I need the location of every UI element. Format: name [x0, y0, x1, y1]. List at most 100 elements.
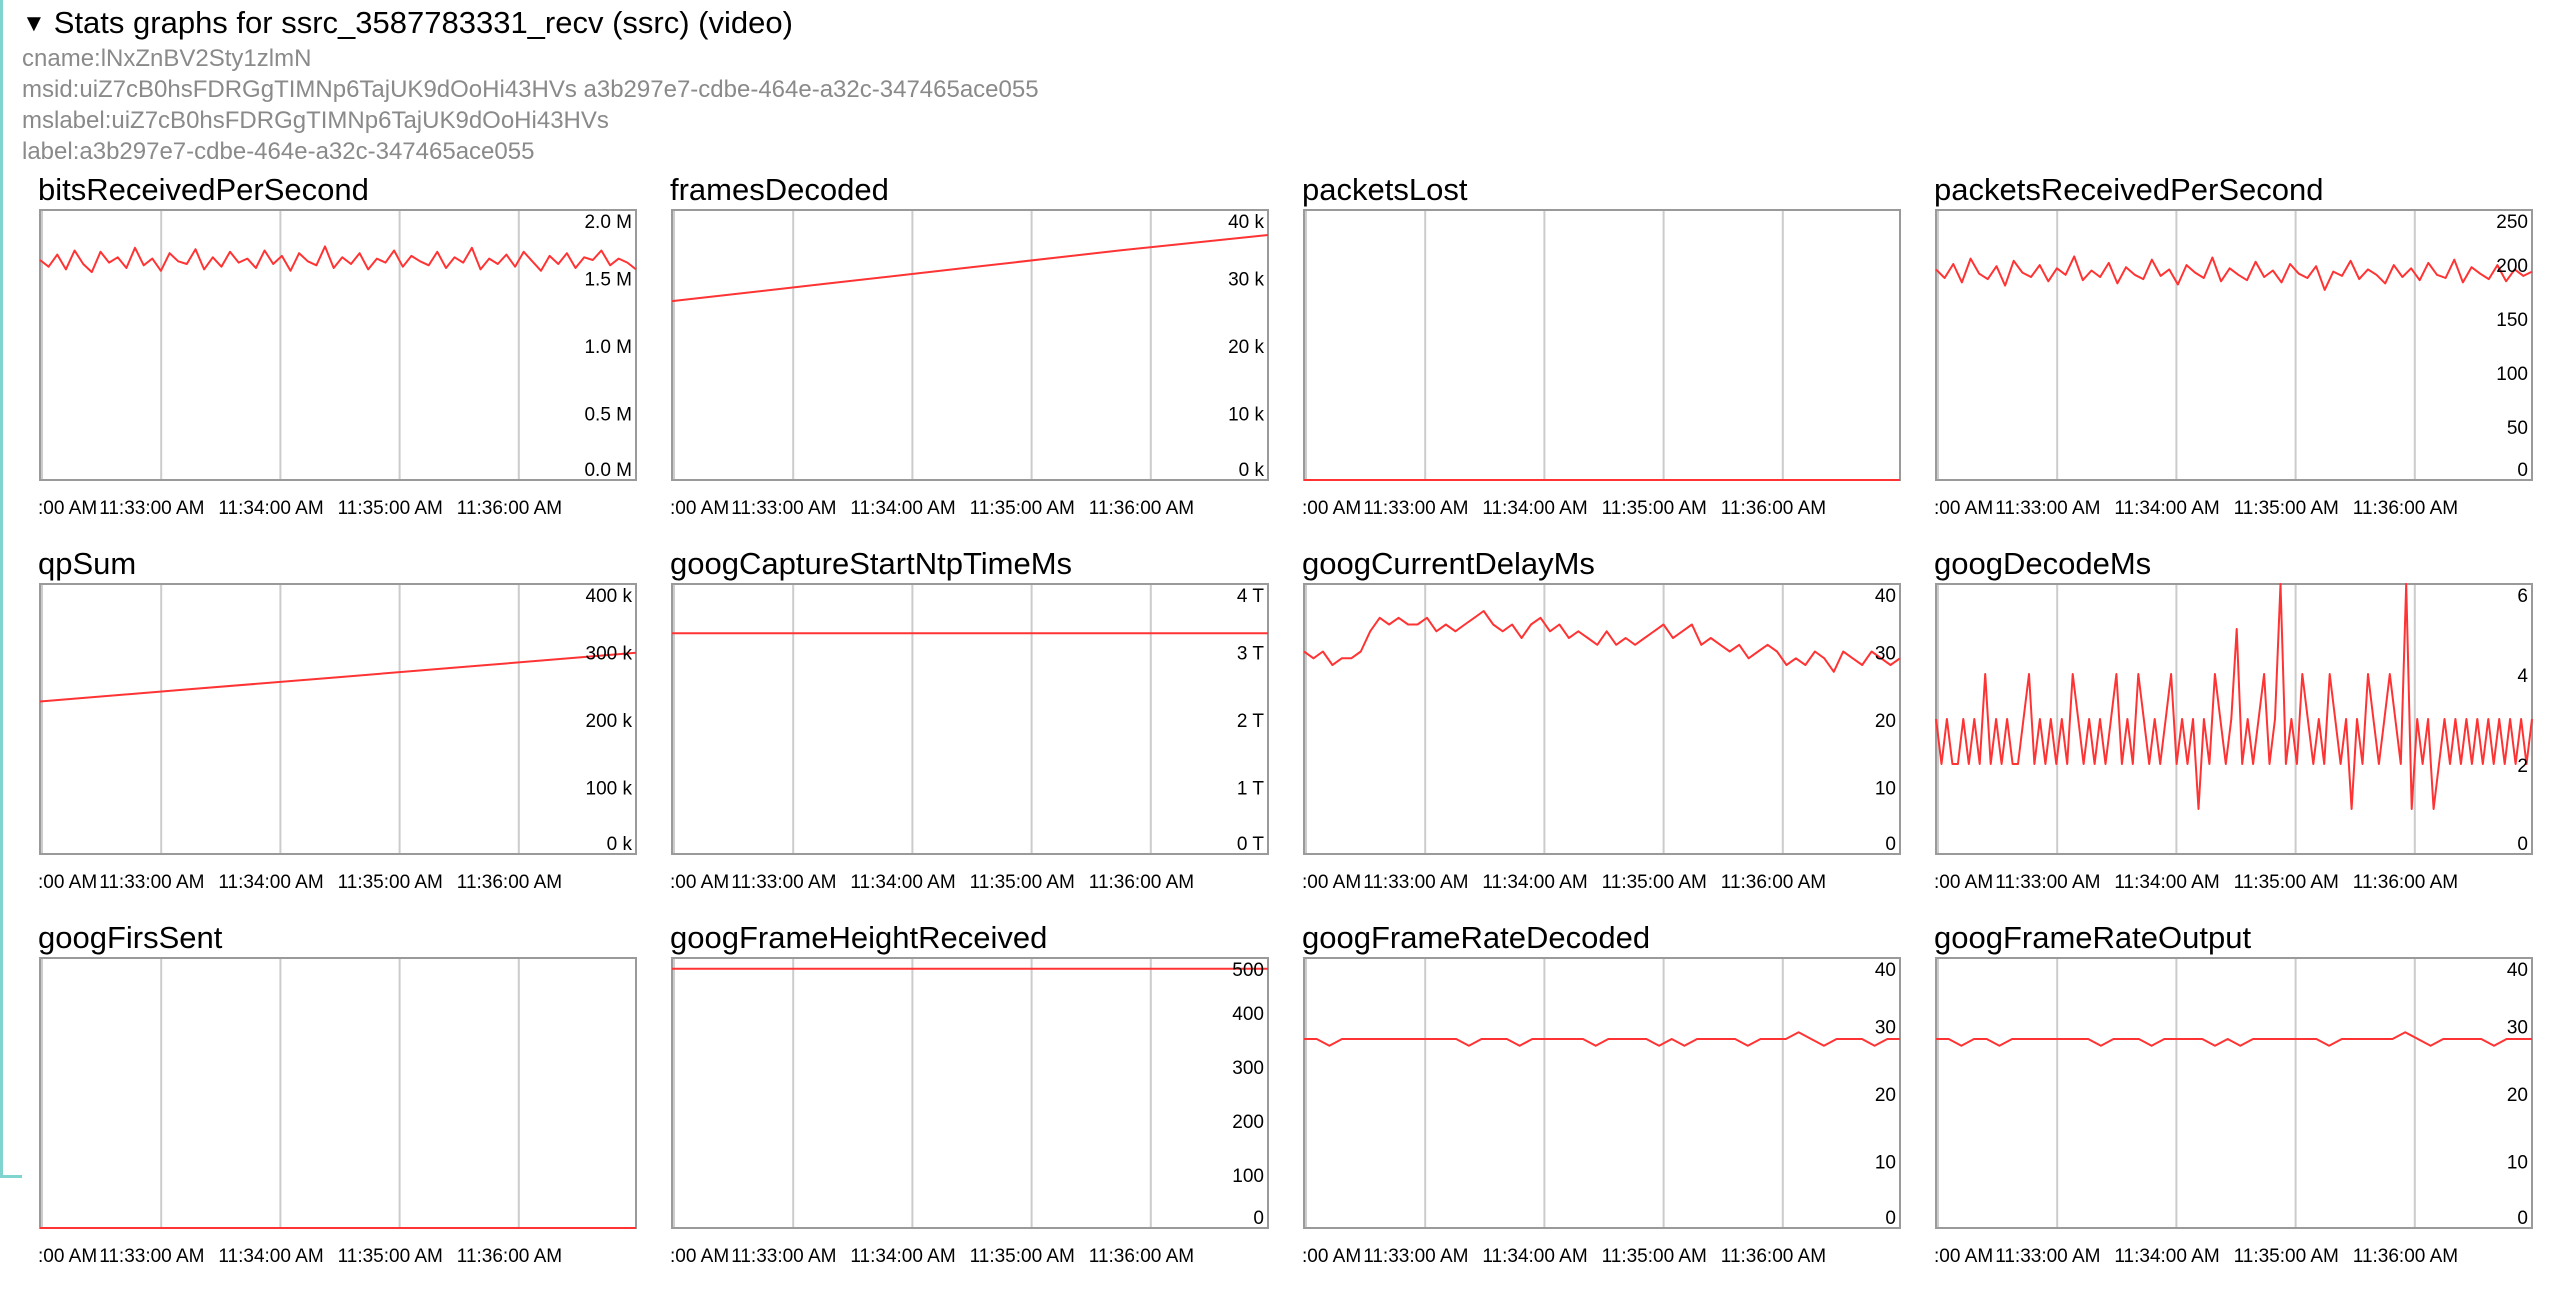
graph-panel: googCurrentDelayMs 40 30 20 10 0:00 AM 11:33:…: [1286, 544, 1918, 918]
msid-line: msid:uiZ7cB0hsFDRGgTIMNp6TajUK9dOoHi43HV…: [22, 76, 1039, 103]
y-tick-label: 400 k: [586, 586, 633, 607]
x-tick-label: 11:33:00 AM: [1363, 872, 1468, 893]
x-tick-label: :00 AM: [1934, 1246, 1993, 1267]
x-tick-label: 11:36:00 AM: [2353, 872, 2458, 893]
y-tick-label: 2 T: [1237, 711, 1265, 732]
x-tick-label: 11:33:00 AM: [1363, 498, 1468, 519]
collapse-triangle-icon[interactable]: ▼: [22, 10, 46, 37]
x-tick-label: :00 AM: [38, 498, 97, 519]
y-tick-label: 30: [2507, 1018, 2528, 1039]
y-tick-label: 400: [1232, 1004, 1264, 1025]
plot-border: [1303, 583, 1901, 855]
y-tick-label: 10 k: [1228, 405, 1264, 426]
x-tick-label: 11:34:00 AM: [218, 872, 323, 893]
line-chart: 40 30 20 10 0:00 AM 11:33:00 AM 11:34:00 AM 11:…: [1934, 957, 2533, 1267]
line-chart: 500 400 300 200 100 0:00 AM 11:33:00 AM 11:34:0…: [670, 957, 1269, 1267]
stats-title: Stats graphs for ssrc_3587783331_recv (s…: [53, 5, 793, 40]
graph-title: googCurrentDelayMs: [1302, 546, 1595, 581]
line-chart: 40 30 20 10 0:00 AM 11:33:00 AM 11:34:00 AM 11:…: [1302, 583, 1901, 893]
y-tick-label: 0.5 M: [584, 405, 632, 426]
graph-panel: googFrameRateOutput 40 30 20 10 0:00 AM 11:33…: [1918, 918, 2550, 1292]
x-tick-label: 11:35:00 AM: [2234, 1246, 2339, 1267]
y-tick-label: 0: [2517, 460, 2528, 481]
x-tick-label: 11:36:00 AM: [1721, 1246, 1826, 1267]
y-tick-label: 40: [2507, 960, 2528, 981]
line-chart: :00 AM 11:33:00 AM 11:34:00 AM 11:35:00 AM 1…: [1302, 209, 1901, 519]
y-tick-label: 6: [2517, 586, 2528, 607]
line-chart: :00 AM 11:33:00 AM 11:34:00 AM 11:35:00 AM 1…: [38, 957, 637, 1267]
y-tick-label: 40 k: [1228, 212, 1264, 233]
x-tick-label: 11:34:00 AM: [218, 498, 323, 519]
y-tick-label: 4 T: [1237, 586, 1265, 607]
graph-panel: googCaptureStartNtpTimeMs 4 T 3 T 2 T 1 T 0 …: [654, 544, 1286, 918]
plot-border: [1303, 957, 1901, 1229]
y-tick-label: 0: [1885, 834, 1896, 855]
y-tick-label: 200: [1232, 1112, 1264, 1133]
x-tick-label: 11:34:00 AM: [218, 1246, 323, 1267]
y-tick-label: 200: [2496, 256, 2528, 277]
y-tick-label: 50: [2507, 418, 2528, 439]
graph-title: googFirsSent: [38, 920, 223, 955]
line-chart: 6 4 2 0:00 AM 11:33:00 AM 11:34:00 AM 11:35:00…: [1934, 583, 2533, 893]
x-tick-label: 11:36:00 AM: [1721, 872, 1826, 893]
y-tick-label: 250: [2496, 212, 2528, 233]
x-tick-label: 11:33:00 AM: [99, 1246, 204, 1267]
stats-header: ▼ Stats graphs for ssrc_3587783331_recv (…: [22, 4, 1039, 167]
x-tick-label: 11:36:00 AM: [1089, 498, 1194, 519]
plot-border: [1935, 209, 2533, 481]
x-tick-label: 11:35:00 AM: [338, 1246, 443, 1267]
x-tick-label: 11:34:00 AM: [850, 498, 955, 519]
y-tick-label: 10: [1875, 1153, 1896, 1174]
y-tick-label: 20: [1875, 1085, 1896, 1106]
series-line: [1304, 1031, 1900, 1047]
x-tick-label: 11:36:00 AM: [457, 498, 562, 519]
y-tick-label: 0: [2517, 1208, 2528, 1229]
x-tick-label: 11:35:00 AM: [1602, 498, 1707, 519]
x-tick-label: 11:36:00 AM: [1089, 872, 1194, 893]
mslabel-line: mslabel:uiZ7cB0hsFDRGgTIMNp6TajUK9dOoHi4…: [22, 107, 609, 134]
x-tick-label: 11:36:00 AM: [1089, 1246, 1194, 1267]
y-tick-label: 0 k: [607, 834, 633, 855]
y-tick-label: 10: [2507, 1153, 2528, 1174]
x-tick-label: 11:33:00 AM: [731, 872, 836, 893]
y-tick-label: 100: [1232, 1166, 1264, 1187]
graph-panel: googFirsSent :00 AM 11:33:00 AM 11:34:00 A…: [22, 918, 654, 1292]
graph-title: googDecodeMs: [1934, 546, 2152, 581]
y-tick-label: 0 k: [1239, 460, 1265, 481]
x-tick-label: :00 AM: [670, 1246, 729, 1267]
graph-title: framesDecoded: [670, 172, 889, 207]
x-tick-label: 11:36:00 AM: [1721, 498, 1826, 519]
series-line: [1303, 610, 1901, 673]
y-tick-label: 100 k: [586, 779, 633, 800]
series-line: [671, 234, 1269, 303]
x-tick-label: 11:34:00 AM: [2114, 872, 2219, 893]
graph-title: packetsReceivedPerSecond: [1934, 172, 2324, 207]
graph-title: googFrameRateDecoded: [1302, 920, 1651, 955]
y-tick-label: 150: [2496, 310, 2528, 331]
graph-panel: qpSum 400 k 300 k 200 k 100 k 0 k:00 AM 11:33…: [22, 544, 654, 918]
y-tick-label: 1.5 M: [584, 270, 632, 291]
line-chart: 4 T 3 T 2 T 1 T 0 T:00 AM 11:33:00 AM 11:34:00…: [670, 583, 1269, 893]
line-chart: 40 30 20 10 0:00 AM 11:33:00 AM 11:34:00 AM 11:…: [1302, 957, 1901, 1267]
graph-panel: packetsLost :00 AM 11:33:00 AM 11:34:00 AM…: [1286, 170, 1918, 544]
x-tick-label: 11:35:00 AM: [970, 498, 1075, 519]
label-line: label:a3b297e7-cdbe-464e-a32c-347465ace0…: [22, 138, 535, 165]
y-tick-label: 20 k: [1228, 337, 1264, 358]
plot-border: [1935, 957, 2533, 1229]
graph-panel: googFrameRateDecoded 40 30 20 10 0:00 AM 11:3…: [1286, 918, 1918, 1292]
y-tick-label: 500: [1232, 960, 1264, 981]
y-tick-label: 100: [2496, 364, 2528, 385]
y-tick-label: 200 k: [586, 711, 633, 732]
x-tick-label: 11:35:00 AM: [1602, 1246, 1707, 1267]
x-tick-label: 11:33:00 AM: [1363, 1246, 1468, 1267]
y-tick-label: 1.0 M: [584, 337, 632, 358]
series-line: [1935, 583, 2533, 810]
y-tick-label: 1 T: [1237, 779, 1265, 800]
x-tick-label: :00 AM: [670, 872, 729, 893]
plot-border: [39, 209, 637, 481]
x-tick-label: 11:35:00 AM: [2234, 872, 2339, 893]
stats-title-row[interactable]: ▼ Stats graphs for ssrc_3587783331_recv (…: [22, 4, 1039, 43]
y-tick-label: 300: [1232, 1058, 1264, 1079]
graph-title: bitsReceivedPerSecond: [38, 172, 369, 207]
